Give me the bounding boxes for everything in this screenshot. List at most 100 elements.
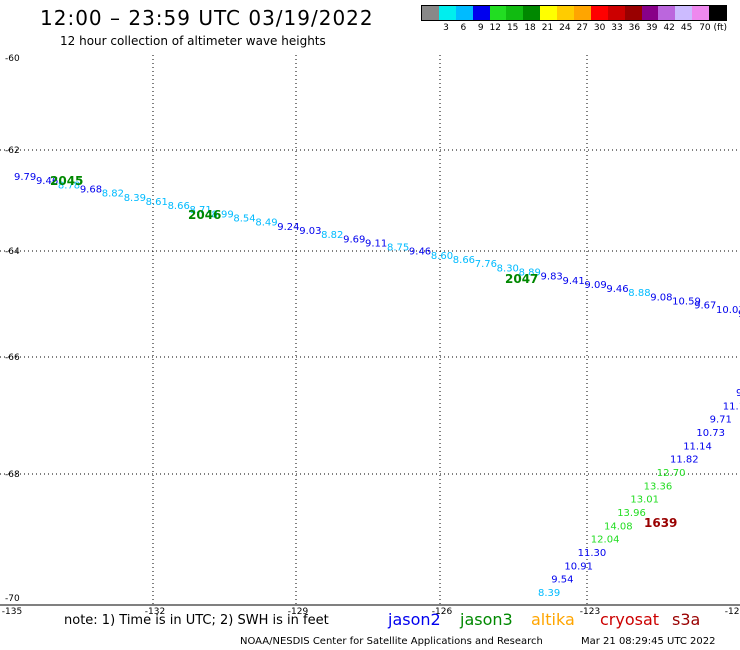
pass-label: 1639 (644, 516, 677, 530)
swh-value: 8.82 (102, 189, 124, 200)
y-tick-label: -70 (5, 594, 20, 604)
satellite-altika: altika (531, 610, 575, 629)
satellite-jason3: jason3 (460, 610, 513, 629)
x-tick-label: -120 (725, 607, 740, 617)
swh-value: 9.41 (562, 276, 584, 287)
swh-value: 9.24 (277, 222, 299, 233)
swh-value: 9.67 (694, 301, 716, 312)
legend-swatch (675, 6, 693, 20)
swh-value: 9.46 (36, 176, 58, 187)
swh-value: 8.89 (519, 267, 541, 278)
y-tick-label: -62 (5, 146, 20, 156)
legend-swatches (421, 5, 727, 21)
swh-value: 9.08 (650, 292, 672, 303)
swh-value: 8.82 (321, 230, 343, 241)
legend-swatch (607, 6, 625, 20)
legend-swatch (590, 6, 608, 20)
swh-value: 8.66 (168, 201, 190, 212)
swh-value: 8.75 (387, 243, 409, 254)
legend-label: 12 (489, 23, 501, 33)
swh-value: 9.46 (606, 284, 628, 295)
footnote: note: 1) Time is in UTC; 2) SWH is in fe… (64, 613, 329, 628)
swh-value: 10.91 (564, 561, 593, 572)
satellite-cryosat: cryosat (600, 610, 660, 629)
satellite-s3a: s3a (672, 610, 701, 629)
pass-label: 2047 (505, 272, 538, 286)
legend-label: 21 (541, 23, 554, 33)
legend-swatch (574, 6, 591, 20)
footer-credit: NOAA/NESDIS Center for Satellite Applica… (240, 636, 543, 647)
x-tick-label: -123 (580, 607, 600, 617)
swh-value: 8.66 (453, 255, 475, 266)
swh-value: 9.03 (299, 226, 321, 237)
y-tick-label: -60 (5, 54, 20, 64)
legend-label: 33 (611, 23, 623, 33)
legend-swatch (641, 6, 659, 20)
legend-label: 27 (576, 23, 588, 33)
swh-value: 11.30 (578, 548, 607, 559)
swh-value: 9.54 (551, 575, 573, 586)
legend-label: 24 (559, 23, 571, 33)
page-subtitle: 12 hour collection of altimeter wave hei… (60, 34, 326, 48)
swh-value: 13.96 (617, 508, 646, 519)
legend-swatch (692, 6, 710, 20)
swh-value: 9.65 (738, 309, 740, 320)
swh-value: 8.39 (124, 193, 146, 204)
swh-value: 13.01 (630, 495, 659, 506)
swh-value: 9.83 (541, 272, 563, 283)
legend-swatch (709, 6, 727, 20)
legend-label: 18 (524, 23, 536, 33)
legend-labels: 3 6 9 12 15 18 21 24 27 30 33 36 39 42 45 70 (ft) (421, 23, 727, 33)
swh-value: 14.08 (604, 521, 633, 532)
legend-swatch (540, 6, 558, 20)
swh-value: 11.82 (670, 455, 699, 466)
swh-value: 11.1 (723, 401, 740, 412)
legend-swatch (455, 6, 473, 20)
satellite-jason2: jason2 (388, 610, 441, 629)
legend-label: 15 (506, 23, 519, 33)
swh-value: 13.36 (644, 481, 673, 492)
swh-value: 8.54 (233, 214, 255, 225)
x-tick-label: -135 (2, 607, 22, 617)
swh-value: 8.99 (211, 209, 233, 220)
legend-swatch (658, 6, 676, 20)
swh-value: 8.61 (146, 197, 168, 208)
legend-label: 36 (628, 23, 641, 33)
swh-value: 10.59 (672, 297, 701, 308)
swh-value: 10.73 (696, 428, 725, 439)
swh-value: 9.11 (365, 238, 387, 249)
swh-value: 12.70 (657, 468, 686, 479)
legend-swatch (624, 6, 642, 20)
swh-value: 9.79 (14, 172, 36, 183)
legend-label: 70 (ft) (699, 23, 728, 33)
x-tick-label: -132 (145, 607, 165, 617)
legend-swatch (472, 6, 490, 20)
swh-value: 8.60 (431, 251, 453, 262)
swh-value: 8.88 (628, 288, 650, 299)
legend-label: 42 (663, 23, 675, 33)
legend-label: 39 (646, 23, 658, 33)
x-tick-label: -129 (288, 607, 309, 617)
swh-value: 11.14 (683, 441, 712, 452)
pass-label: 2046 (188, 208, 221, 222)
legend-swatch (422, 6, 439, 20)
legend-swatch (523, 6, 541, 20)
swh-value: 8.49 (255, 218, 277, 229)
legend-label: 30 (593, 23, 606, 33)
y-tick-label: -68 (5, 470, 20, 480)
swh-value: 9.09 (584, 280, 606, 291)
legend-label: 45 (680, 23, 693, 33)
pass-label: 2045 (50, 174, 83, 188)
legend-swatch (489, 6, 507, 20)
page-title: 12:00 – 23:59 UTC 03/19/2022 (40, 6, 374, 30)
legend-swatch (506, 6, 524, 20)
legend-swatch (557, 6, 575, 20)
swh-value: 8.78 (58, 180, 80, 191)
swh-value: 9.71 (710, 415, 732, 426)
swh-value: 12.04 (591, 535, 620, 546)
swh-value: 9.46 (409, 247, 431, 258)
swh-value: 7.76 (475, 259, 497, 270)
y-tick-label: -64 (5, 247, 20, 257)
swh-value: 9 (736, 388, 740, 399)
